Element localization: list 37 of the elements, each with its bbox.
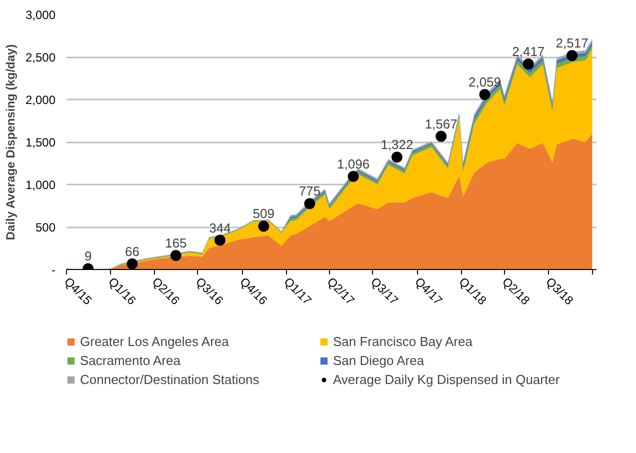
point xyxy=(522,58,534,70)
point xyxy=(170,250,182,261)
data-label: 165 xyxy=(165,235,187,250)
data-label: 509 xyxy=(252,206,274,222)
legend-label: San Diego Area xyxy=(333,353,426,368)
y-axis-title: Daily Average Dispensing (kg/day) xyxy=(3,44,18,240)
legend-label: Sacramento Area xyxy=(80,353,182,368)
point xyxy=(566,50,578,62)
point xyxy=(348,170,359,182)
y-tick-label: 2,500 xyxy=(25,50,56,64)
point xyxy=(391,152,402,163)
data-label: 344 xyxy=(209,220,231,236)
legend-label: Greater Los Angeles Area xyxy=(80,334,230,349)
point xyxy=(304,198,316,210)
point xyxy=(258,220,270,232)
legend-label: Connector/Destination Stations xyxy=(80,372,260,387)
data-label: 775 xyxy=(298,184,321,199)
point xyxy=(126,258,138,270)
data-label: 66 xyxy=(124,244,140,259)
data-label: 2,517 xyxy=(556,36,588,51)
point xyxy=(214,234,226,246)
legend-label: Average Daily Kg Dispensed in Quarter xyxy=(333,372,561,387)
data-label: 1,322 xyxy=(380,137,414,152)
y-tick-label: 500 xyxy=(35,220,56,234)
data-label: 1,096 xyxy=(337,156,370,172)
y-tick-label: - xyxy=(52,263,56,277)
data-label: 2,059 xyxy=(468,74,502,90)
point xyxy=(436,130,447,142)
y-tick-label: 3,000 xyxy=(25,8,56,22)
y-tick-label: 1,500 xyxy=(25,136,56,150)
y-tick-label: 1,000 xyxy=(25,178,56,192)
legend-label: San Francisco Bay Area xyxy=(333,334,474,349)
point xyxy=(479,88,490,100)
data-label: 1,567 xyxy=(424,116,458,132)
data-label: 9 xyxy=(84,248,92,264)
y-tick-label: 2,000 xyxy=(25,93,56,107)
data-label: 2,417 xyxy=(512,44,545,60)
